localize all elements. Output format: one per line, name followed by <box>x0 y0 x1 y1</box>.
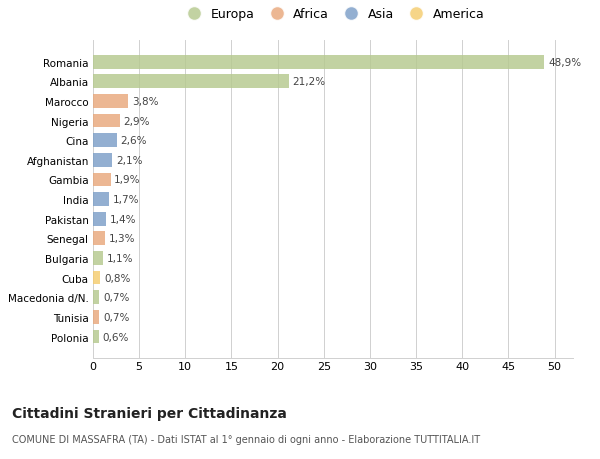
Bar <box>93 114 120 128</box>
Legend: Europa, Africa, Asia, America: Europa, Africa, Asia, America <box>176 3 490 26</box>
Text: 0,6%: 0,6% <box>102 332 128 342</box>
Bar <box>93 252 103 265</box>
Text: 1,7%: 1,7% <box>112 195 139 205</box>
Bar <box>93 95 128 109</box>
Text: Cittadini Stranieri per Cittadinanza: Cittadini Stranieri per Cittadinanza <box>12 406 287 420</box>
Bar <box>93 75 289 89</box>
Bar <box>93 310 100 324</box>
Bar <box>93 291 100 304</box>
Text: 21,2%: 21,2% <box>292 77 326 87</box>
Text: 2,9%: 2,9% <box>124 116 150 126</box>
Text: 0,7%: 0,7% <box>103 292 130 302</box>
Bar <box>93 193 109 207</box>
Bar <box>93 213 106 226</box>
Text: 0,8%: 0,8% <box>104 273 130 283</box>
Bar <box>93 271 100 285</box>
Text: 0,7%: 0,7% <box>103 312 130 322</box>
Text: 3,8%: 3,8% <box>132 97 158 107</box>
Text: 1,1%: 1,1% <box>107 253 133 263</box>
Text: COMUNE DI MASSAFRA (TA) - Dati ISTAT al 1° gennaio di ogni anno - Elaborazione T: COMUNE DI MASSAFRA (TA) - Dati ISTAT al … <box>12 434 480 444</box>
Text: 1,9%: 1,9% <box>114 175 141 185</box>
Text: 1,3%: 1,3% <box>109 234 135 244</box>
Bar <box>93 173 110 187</box>
Bar <box>93 134 117 148</box>
Text: 1,4%: 1,4% <box>110 214 136 224</box>
Bar <box>93 330 98 344</box>
Bar <box>93 56 544 69</box>
Bar <box>93 154 112 168</box>
Bar <box>93 232 105 246</box>
Text: 48,9%: 48,9% <box>548 57 581 67</box>
Text: 2,6%: 2,6% <box>121 136 147 146</box>
Text: 2,1%: 2,1% <box>116 156 143 166</box>
